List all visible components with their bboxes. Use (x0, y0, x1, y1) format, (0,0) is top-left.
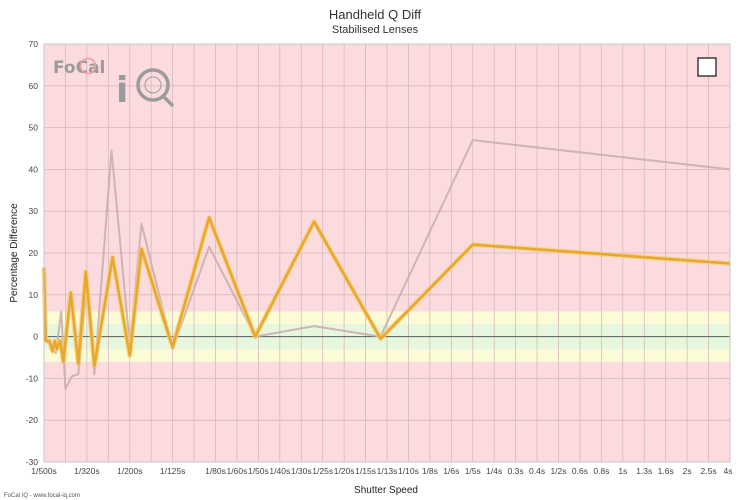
x-tick-label: 1/500s (31, 466, 57, 476)
logo-q-tail-icon (161, 94, 174, 107)
x-tick-label: 1/6s (443, 466, 459, 476)
x-tick-label: 4s (724, 466, 733, 476)
x-tick-label: 2.5s (701, 466, 717, 476)
x-tick-label: 1/20s (334, 466, 355, 476)
x-axis-ticks: 1/500s 1/320s 1/200s 1/125s 1/80s 1/60s 1/50s 1… (31, 466, 732, 476)
plot-border (43, 43, 731, 463)
x-tick-label: 1/5s (465, 466, 481, 476)
y-tick-label: 60 (29, 81, 39, 91)
y-tick-label: -30 (26, 457, 39, 467)
x-tick-label: 1s (618, 466, 627, 476)
chart-subtitle: Stabilised Lenses (332, 24, 419, 36)
logo-iq-text: i (116, 70, 128, 111)
y-tick-label: 40 (29, 164, 39, 174)
x-tick-label: 1/40s (269, 466, 290, 476)
x-tick-label: 1.3s (636, 466, 652, 476)
y-tick-label: -20 (26, 415, 39, 425)
x-tick-label: 2s (683, 466, 692, 476)
x-tick-label: 1/60s (227, 466, 248, 476)
legend-checkbox[interactable] (697, 57, 717, 77)
x-tick-label: 1/2s (550, 466, 566, 476)
x-tick-label: 1/13s (377, 466, 398, 476)
x-tick-label: 1/200s (117, 466, 143, 476)
y-tick-label: 70 (29, 39, 39, 49)
y-axis-ticks: -30 -20 -10 0 10 20 30 40 50 60 70 (26, 39, 39, 467)
y-tick-label: 10 (29, 290, 39, 300)
credit-text: FoCal IQ - www.focal-iq.com (4, 493, 80, 499)
chart-title: Handheld Q Diff (329, 7, 422, 22)
x-tick-label: 0.3s (508, 466, 524, 476)
logo-q-icon (136, 68, 170, 102)
x-tick-label: 0.8s (593, 466, 609, 476)
y-tick-label: -10 (26, 373, 39, 383)
y-tick-label: 0 (33, 332, 38, 342)
x-tick-label: 0.4s (529, 466, 545, 476)
series-line-0 (42, 216, 731, 368)
logo-q-inner-icon (144, 76, 162, 94)
y-tick-label: 50 (29, 123, 39, 133)
x-tick-label: 1/8s (422, 466, 438, 476)
logo-focal-text: FoCal (53, 58, 105, 78)
logo-target-icon (79, 57, 97, 75)
series-layer (41, 139, 731, 390)
y-tick-label: 20 (29, 248, 39, 258)
x-tick-label: 1/10s (398, 466, 419, 476)
x-tick-label: 0.6s (572, 466, 588, 476)
y-axis-title: Percentage Difference (9, 203, 20, 303)
x-tick-label: 1/4s (486, 466, 502, 476)
x-axis-title: Shutter Speed (354, 485, 418, 496)
x-tick-label: 1/320s (74, 466, 100, 476)
x-tick-label: 1/50s (248, 466, 269, 476)
x-tick-label: 1/30s (291, 466, 312, 476)
x-tick-label: 1/15s (355, 466, 376, 476)
x-tick-label: 1/25s (312, 466, 333, 476)
x-tick-label: 1/80s (205, 466, 226, 476)
y-tick-label: 30 (29, 206, 39, 216)
x-tick-label: 1.6s (658, 466, 674, 476)
x-tick-label: 1/125s (160, 466, 186, 476)
